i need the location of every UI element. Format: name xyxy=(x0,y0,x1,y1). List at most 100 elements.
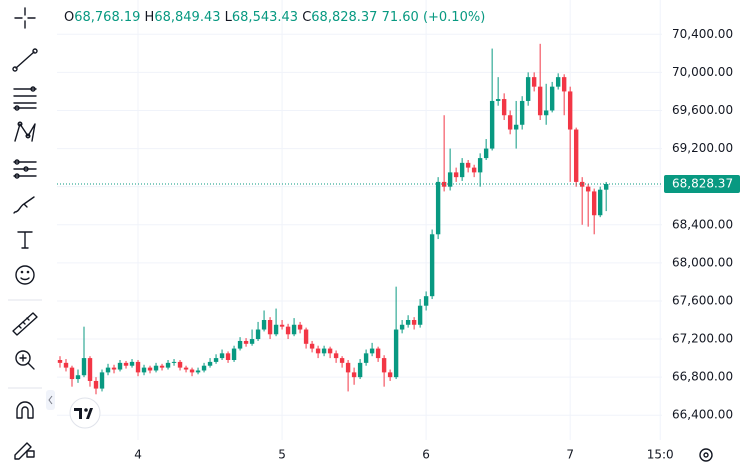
candle-body xyxy=(249,339,255,344)
candle-body xyxy=(471,167,477,173)
change-value: 71.60 (+0.10%) xyxy=(382,10,486,25)
pattern-tool[interactable] xyxy=(14,121,36,142)
candle-body xyxy=(447,172,453,187)
candle-body xyxy=(309,343,315,349)
candle-body xyxy=(573,129,579,182)
candle-body xyxy=(495,99,501,101)
x-tick-label: 15:0 xyxy=(647,448,674,462)
candle-body xyxy=(381,358,387,373)
candle-body xyxy=(567,91,573,130)
candle-body xyxy=(435,181,441,235)
candle-body xyxy=(303,329,309,344)
brush-tool[interactable] xyxy=(13,196,35,214)
high-value: 68,849.43 xyxy=(154,10,220,25)
candle-body xyxy=(399,324,405,330)
candle-body xyxy=(189,369,195,373)
candle-body xyxy=(585,186,591,192)
trendline-tool[interactable] xyxy=(12,48,38,72)
y-tick-label: 67,200.00 xyxy=(672,332,733,346)
candle-body xyxy=(333,353,339,359)
candle-body xyxy=(111,367,117,370)
candle-body xyxy=(483,148,489,159)
crosshair-tool[interactable] xyxy=(14,7,36,29)
high-label: H xyxy=(145,10,155,25)
settings-button[interactable] xyxy=(699,448,713,462)
candle-body xyxy=(393,329,399,378)
candle-body xyxy=(339,358,345,363)
ruler-tool[interactable] xyxy=(12,312,38,336)
candle-body xyxy=(225,353,231,360)
candle-body xyxy=(453,172,459,178)
collapse-toolbar[interactable] xyxy=(46,390,55,410)
candle-body xyxy=(105,367,111,373)
lock-drawing-tool[interactable] xyxy=(14,442,35,460)
candle-body xyxy=(219,353,225,359)
y-tick-label: 70,000.00 xyxy=(672,65,733,79)
candle-body xyxy=(159,365,165,368)
candle-body xyxy=(243,340,249,344)
candle-body xyxy=(177,361,183,368)
candle-body xyxy=(231,348,237,360)
candle-body xyxy=(501,99,507,116)
candle-body xyxy=(81,358,87,376)
last-price-label: 68,828.37 xyxy=(672,176,733,190)
candle-body xyxy=(387,372,393,378)
candle-body xyxy=(147,367,153,371)
last-price-badge xyxy=(664,174,740,193)
x-tick-label: 6 xyxy=(422,448,430,462)
low-value: 68,543.43 xyxy=(232,10,298,25)
candle-body xyxy=(603,183,609,190)
x-tick-label: 7 xyxy=(566,448,574,462)
open-value: 68,768.19 xyxy=(74,10,140,25)
candle-body xyxy=(561,77,567,92)
prediction-tool[interactable] xyxy=(13,159,37,179)
candle-body xyxy=(477,158,483,173)
x-tick-label: 4 xyxy=(134,448,142,462)
zoom-tool[interactable] xyxy=(15,350,35,370)
low-label: L xyxy=(225,10,233,25)
candle-body xyxy=(465,162,471,168)
candle-body xyxy=(429,234,435,297)
candle-body xyxy=(279,324,285,327)
candle-body xyxy=(141,367,147,373)
emoji-tool[interactable] xyxy=(15,265,35,285)
candle-body xyxy=(237,340,243,349)
candle-body xyxy=(285,326,291,335)
candle-body xyxy=(291,324,297,335)
y-tick-label: 66,800.00 xyxy=(672,370,733,384)
candle-body xyxy=(165,362,171,368)
candle-body xyxy=(591,191,597,216)
y-tick-label: 68,000.00 xyxy=(672,255,733,269)
candle-body xyxy=(267,320,273,335)
candle-body xyxy=(261,320,267,330)
candle-body xyxy=(555,77,561,87)
candle-body xyxy=(549,86,555,111)
fib-tool[interactable] xyxy=(13,86,37,111)
candle-body xyxy=(543,110,549,116)
ohlc-legend: O68,768.19 H68,849.43 L68,543.43 C68,828… xyxy=(64,10,485,25)
candle-body xyxy=(57,360,63,363)
candle-body xyxy=(423,296,429,306)
y-tick-label: 70,400.00 xyxy=(672,27,733,41)
candle-body xyxy=(507,115,513,130)
candle-body xyxy=(195,370,201,373)
candle-body xyxy=(321,348,327,354)
candle-body xyxy=(537,86,543,116)
candle-body xyxy=(369,348,375,354)
candle-body xyxy=(117,362,123,370)
candle-body xyxy=(327,348,333,354)
candle-body xyxy=(153,365,159,371)
close-value: 68,828.37 xyxy=(311,10,377,25)
candle-body xyxy=(459,162,465,178)
tv-logo[interactable] xyxy=(69,397,101,429)
magnet-tool[interactable] xyxy=(16,401,34,419)
text-tool[interactable] xyxy=(17,231,33,249)
candle-body xyxy=(273,324,279,335)
y-tick-label: 69,200.00 xyxy=(672,141,733,155)
candle-body xyxy=(315,348,321,354)
candle-body xyxy=(489,100,495,149)
candle-body xyxy=(93,380,99,389)
candle-body xyxy=(171,361,177,363)
